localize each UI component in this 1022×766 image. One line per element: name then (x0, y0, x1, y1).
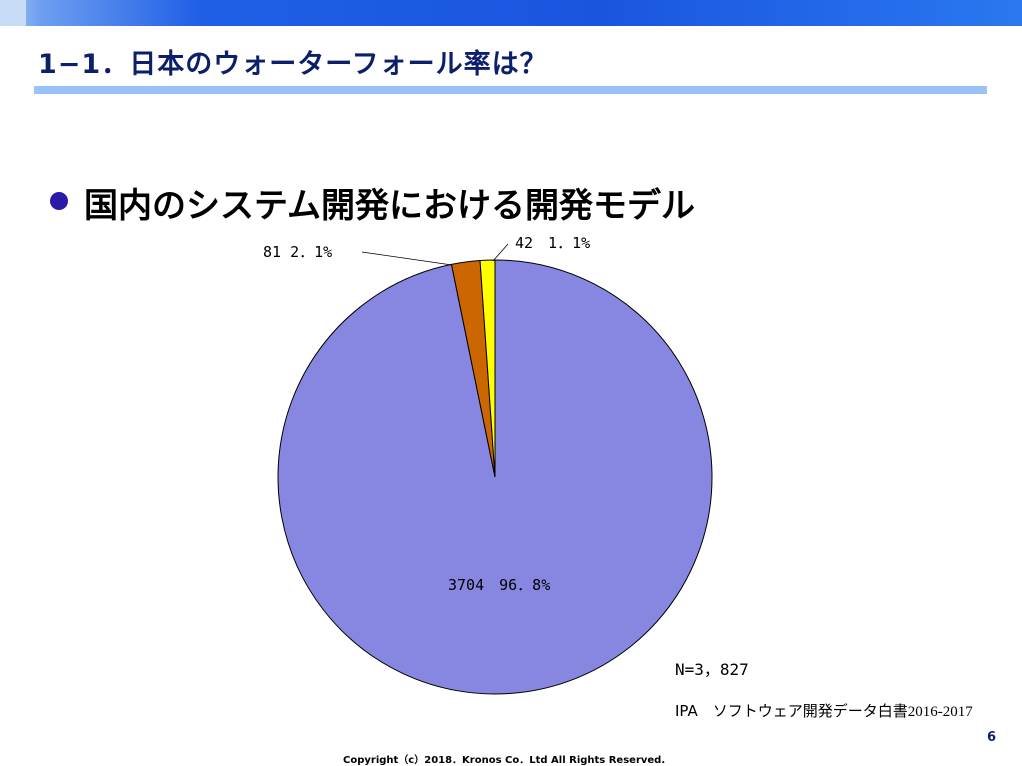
pie-slices (277, 259, 713, 695)
sample-size-label: N=3，827 (675, 660, 749, 679)
page-number: 6 (987, 730, 997, 745)
slide-title: 1−1．日本のウォーターフォール率は？ (38, 49, 548, 80)
leader-line-slice-3 (492, 243, 509, 262)
bullet-dot-icon (50, 192, 68, 210)
title-underline (34, 86, 987, 94)
source-prefix: IPA ソフトウェア開発データ白書 (675, 702, 908, 720)
copyright-footer: Copyright（c）2018．Kronos Co．Ltd All Right… (343, 755, 666, 766)
source-year: 2016-2017 (907, 704, 973, 720)
bullet-text: 国内のシステム開発における開発モデル (84, 186, 695, 226)
leader-line-slice-2 (361, 251, 453, 266)
pie-slice-3 (479, 259, 496, 478)
top-banner-accent (0, 0, 26, 26)
slice-label-3: 42 1．1% (515, 234, 590, 252)
slice-label-2: 81 2．1% (263, 243, 332, 261)
slice-label-1: 3704 96．8% (448, 576, 550, 594)
top-banner (0, 0, 1022, 26)
source-citation: IPA ソフトウェア開発データ白書2016-2017 (675, 700, 973, 721)
